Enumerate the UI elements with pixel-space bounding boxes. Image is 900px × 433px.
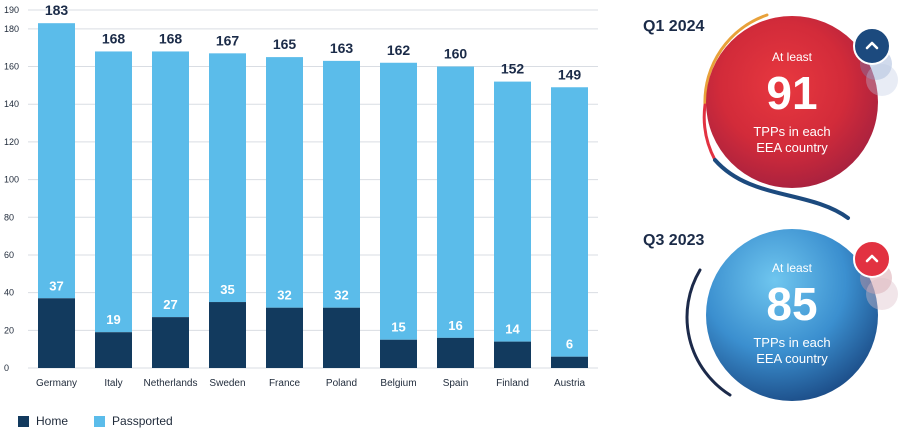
bar-home (551, 356, 588, 368)
bar-passported (38, 23, 75, 299)
bubble-decoration (685, 13, 850, 397)
x-tick-label: France (269, 378, 301, 389)
x-tick-label: Germany (36, 378, 77, 389)
x-tick-label: Finland (496, 378, 529, 389)
home-value-label: 27 (163, 297, 177, 312)
y-tick-label: 140 (4, 99, 19, 109)
q3-prefix: At least (771, 261, 813, 275)
q1-desc-line2: EEA country (756, 140, 828, 155)
bar-home (437, 337, 474, 368)
bar-passported (209, 53, 246, 303)
home-value-label: 32 (334, 288, 348, 303)
bar-home (380, 339, 417, 368)
home-value-labels: 37 19 27 35 32 32 15 16 14 6 (49, 278, 573, 351)
x-axis-labels: Germany Italy Netherlands Sweden France Polan… (36, 378, 586, 389)
total-label: 163 (330, 40, 354, 56)
home-value-label: 32 (277, 288, 291, 303)
x-tick-label: Sweden (209, 378, 245, 389)
q1-prefix: At least (771, 50, 813, 64)
legend-item-passported: Passported (94, 414, 173, 428)
orange-arc (703, 13, 769, 107)
bar-home (38, 298, 75, 368)
total-label: 183 (45, 2, 69, 18)
q1-value: 91 (766, 67, 818, 119)
q3-circle: At least 85 TPPs in each EEA country (706, 229, 878, 401)
legend-item-home: Home (18, 414, 68, 428)
red-arc (702, 103, 717, 162)
x-tick-label: Netherlands (144, 378, 198, 389)
total-label: 162 (387, 42, 411, 58)
bar-passported (95, 51, 132, 333)
q3-trend-chevron-up-icon (853, 240, 891, 278)
legend: Home Passported (18, 414, 173, 428)
q3-desc-line2: EEA country (756, 351, 828, 366)
legend-label-passported: Passported (112, 414, 173, 428)
x-tick-label: Spain (443, 378, 469, 389)
bar-passported (551, 87, 588, 357)
bar-passported (380, 62, 417, 340)
y-axis-ticks: 0 20 40 60 80 100 120 140 160 180 190 (4, 5, 19, 373)
bar-home (266, 307, 303, 368)
total-label: 152 (501, 61, 525, 77)
x-tick-label: Austria (554, 378, 586, 389)
q3-ghost-circle-2 (866, 278, 898, 310)
home-value-label: 14 (505, 322, 520, 337)
y-tick-label: 190 (4, 5, 19, 15)
total-label: 165 (273, 36, 297, 52)
x-tick-label: Belgium (380, 378, 416, 389)
legend-label-home: Home (36, 414, 69, 428)
q1-circle: At least 91 TPPs in each EEA country (706, 16, 878, 188)
legend-swatch-passported (94, 415, 106, 427)
home-value-label: 35 (220, 282, 234, 297)
bar-passported (152, 51, 189, 318)
bar-passported (266, 57, 303, 308)
bar-home (323, 307, 360, 368)
y-tick-label: 80 (4, 212, 14, 222)
home-value-label: 19 (106, 312, 120, 327)
total-label: 160 (444, 46, 468, 62)
bars (38, 23, 588, 368)
bar-passported (437, 66, 474, 338)
home-value-label: 6 (566, 337, 573, 352)
x-tick-label: Italy (104, 378, 122, 389)
q1-trend-chevron-up-icon (853, 27, 891, 65)
stacked-bar-chart: 0 20 40 60 80 100 120 140 160 180 190 Germany Italy… (4, 2, 598, 389)
bar-passported (323, 60, 360, 308)
bar-home (95, 332, 132, 368)
q1-period-title: Q1 2024 (643, 18, 705, 35)
bar-home (209, 302, 246, 368)
total-label: 149 (558, 66, 582, 82)
q3-desc-line1: TPPs in each (753, 335, 831, 350)
q3-value: 85 (766, 278, 818, 330)
x-tick-label: Poland (326, 378, 357, 389)
y-tick-label: 160 (4, 62, 19, 72)
bar-home (494, 341, 531, 368)
y-tick-label: 20 (4, 325, 14, 335)
q3-period-title: Q3 2023 (643, 232, 705, 249)
y-tick-label: 40 (4, 288, 14, 298)
y-tick-label: 100 (4, 175, 19, 185)
home-value-label: 16 (448, 318, 462, 333)
total-label: 167 (216, 32, 240, 48)
total-label: 168 (102, 30, 126, 46)
total-label: 168 (159, 30, 183, 46)
legend-swatch-home (18, 415, 29, 427)
q1-ghost-circle-2 (866, 64, 898, 96)
total-labels: 183 168 168 167 165 163 162 160 152 149 (45, 2, 582, 82)
bar-passported (494, 81, 531, 342)
q1-desc-line1: TPPs in each (753, 124, 831, 139)
bar-home (152, 317, 189, 368)
navy-arc (685, 268, 732, 397)
home-value-label: 37 (49, 278, 63, 293)
home-value-label: 15 (391, 320, 405, 335)
y-tick-label: 120 (4, 137, 19, 147)
y-tick-label: 180 (4, 24, 19, 34)
y-tick-label: 0 (4, 363, 9, 373)
y-tick-label: 60 (4, 250, 14, 260)
connector-line (713, 158, 850, 220)
